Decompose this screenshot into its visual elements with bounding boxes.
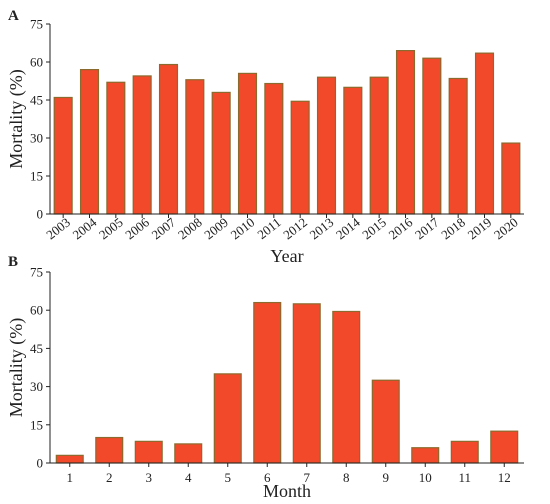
panel-a-bar-2013 <box>316 76 337 215</box>
panel-a-bar-2017 <box>422 57 442 215</box>
panel-b-y-tick-label: 0 <box>37 456 44 471</box>
panel-a-x-tick-label: 2008 <box>175 215 205 243</box>
panel-a-x-tick-label: 2005 <box>96 215 126 243</box>
panel-b-y-tick-label: 75 <box>30 265 43 280</box>
panel-b-y-tick-label: 60 <box>30 303 43 318</box>
panel-b-label: B <box>8 254 18 270</box>
panel-a-y-tick-label: 15 <box>30 169 43 184</box>
panel-b-bar-6 <box>253 301 282 464</box>
panel-b-x-tick-label: 1 <box>67 470 74 485</box>
panel-b-x-tick-label: 12 <box>498 470 511 485</box>
panel-a-x-tick-label: 2016 <box>386 214 416 242</box>
panel-b-bar-7 <box>292 303 321 464</box>
panel-b-bar-3 <box>134 440 163 464</box>
panel-b-bar-2 <box>95 436 124 464</box>
panel-b-bar-9 <box>371 379 400 464</box>
panel-b-bar-11 <box>450 440 479 464</box>
panel-a-bar-2010 <box>237 72 258 215</box>
panel-a-x-tick-label: 2006 <box>122 214 152 242</box>
panel-a-x-tick-label: 2019 <box>465 215 495 243</box>
panel-a-bar-2014 <box>343 86 363 215</box>
panel-a-bar-2015 <box>369 76 389 215</box>
panel-b-bar-8 <box>332 310 361 464</box>
panel-b-bar-4 <box>174 443 203 464</box>
panel-b-x-tick-label: 11 <box>458 470 471 485</box>
panel-a-x-tick-label: 2017 <box>412 214 442 242</box>
panel-a-y-tick-label: 60 <box>30 55 43 70</box>
panel-a-y-tick-label: 30 <box>30 131 43 146</box>
panel-b-x-tick-label: 8 <box>343 470 350 485</box>
panel-a-bar-2011 <box>264 82 284 215</box>
panel-b-x-tick-label: 4 <box>185 470 192 485</box>
panel-a-bar-2020 <box>501 142 521 215</box>
panel-b-bar-1 <box>55 454 84 464</box>
panel-a-x-tick-label: 2012 <box>280 215 310 243</box>
panel-b-y-axis-title: Mortality (%) <box>6 318 27 417</box>
panel-a-y-tick-label: 45 <box>30 93 43 108</box>
panel-a-x-tick-label: 2011 <box>254 215 283 243</box>
panel-a-y-tick-label: 0 <box>37 207 44 222</box>
panel-b-y-tick-label: 45 <box>30 341 43 356</box>
panel-a-bar-2008 <box>185 79 205 215</box>
panel-b-x-tick-label: 2 <box>106 470 113 485</box>
panel-a-x-tick-label: 2004 <box>70 214 100 242</box>
panel-b-x-tick-label: 5 <box>225 470 232 485</box>
panel-a-x-tick-label: 2009 <box>201 215 231 243</box>
panel-b-bar-5 <box>213 373 242 464</box>
panel-a-y-axis-title: Mortality (%) <box>6 69 27 168</box>
panel-b-x-axis-title: Month <box>263 481 311 501</box>
panel-b-y-tick-label: 30 <box>30 379 43 394</box>
panel-a-bar-2012 <box>290 100 310 215</box>
panel-b-bar-10 <box>411 447 440 464</box>
panel-a-x-tick-label: 2003 <box>43 215 73 243</box>
panel-a-bar-2007 <box>158 63 179 215</box>
panel-a-x-tick-label: 2015 <box>359 215 389 243</box>
panel-a-x-tick-label: 2018 <box>438 215 468 243</box>
panel-b-x-tick-label: 9 <box>383 470 390 485</box>
panel-b-x-tick-label: 10 <box>419 470 432 485</box>
panel-a-y-tick-label: 75 <box>30 17 43 32</box>
panel-a-bar-2016 <box>395 49 416 215</box>
panel-a-x-tick-label: 2014 <box>333 214 363 242</box>
panel-a-year-chart: A 0 15 30 45 60 75 200320042005200620072008200… <box>6 8 524 266</box>
panel-a-x-tick-label: 2020 <box>491 215 521 243</box>
panel-a-bar-2018 <box>448 77 468 215</box>
panel-a-bar-2003 <box>53 96 73 215</box>
panel-b-x-tick-label: 3 <box>146 470 153 485</box>
panel-a-bar-2019 <box>474 52 495 215</box>
panel-a-x-tick-label: 2010 <box>228 215 258 243</box>
panel-b-x-tick-label: 7 <box>304 470 311 485</box>
panel-a-label: A <box>8 8 19 24</box>
panel-a-x-tick-label: 2007 <box>149 214 179 242</box>
panel-a-bar-2005 <box>106 81 126 215</box>
panel-a-bar-2004 <box>79 68 100 215</box>
panel-a-bar-2006 <box>132 75 152 215</box>
panel-b-y-tick-label: 15 <box>30 417 43 432</box>
panel-a-x-axis-title: Year <box>270 246 303 266</box>
panel-b-x-tick-label: 6 <box>264 470 271 485</box>
panel-b-bar-12 <box>490 430 519 464</box>
panel-a-bar-2009 <box>211 91 231 215</box>
panel-a-x-tick-label: 2013 <box>307 215 337 243</box>
